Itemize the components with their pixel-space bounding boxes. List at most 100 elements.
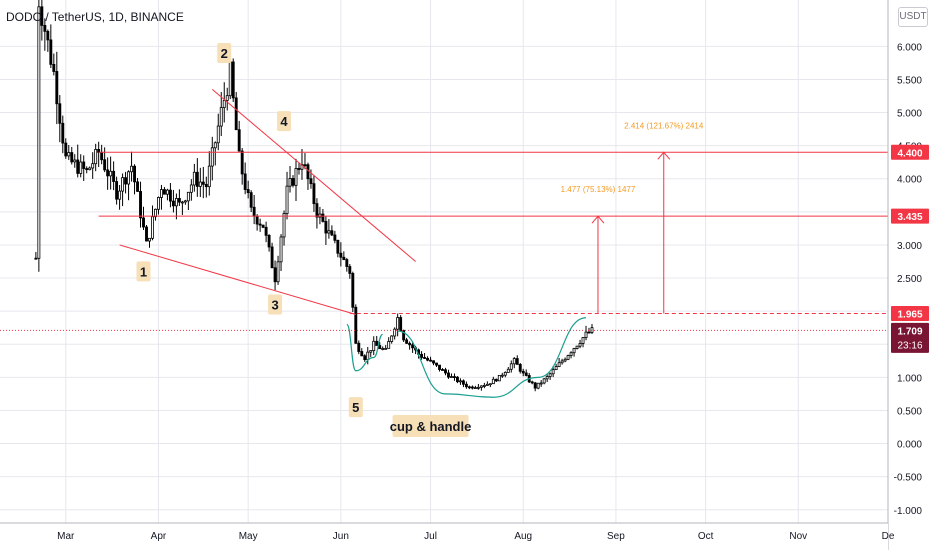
candle: [237, 129, 241, 152]
price-tick-label: 5.000: [897, 109, 922, 120]
candle: [450, 376, 453, 378]
candle: [539, 382, 543, 385]
candle: [333, 234, 337, 241]
candle: [548, 373, 552, 377]
candle: [160, 189, 163, 198]
candle: [231, 61, 235, 99]
candle: [512, 358, 516, 365]
candle: [315, 203, 319, 218]
candle: [387, 341, 391, 349]
candle: [554, 366, 558, 371]
candle: [336, 239, 340, 254]
candle: [243, 173, 247, 190]
candle: [432, 360, 435, 364]
currency-button[interactable]: USDT: [898, 7, 928, 27]
candle: [127, 171, 131, 185]
candle: [267, 234, 271, 248]
candle: [420, 353, 424, 358]
price-tick-label: 5.500: [897, 75, 922, 86]
level-price-label: 4.400: [897, 148, 922, 159]
candle: [252, 206, 256, 217]
candle: [240, 150, 244, 175]
candle: [213, 142, 217, 149]
symbol-title: DODO / TetherUS, 1D, BINANCE: [6, 10, 184, 24]
wave-label-box: [268, 294, 283, 315]
price-tick-label: -1.000: [894, 506, 923, 517]
candle: [61, 122, 65, 144]
candle: [327, 230, 331, 234]
candle: [464, 383, 468, 388]
candle: [470, 386, 474, 389]
candle: [488, 383, 492, 386]
candle: [183, 200, 187, 203]
candle: [330, 230, 334, 236]
candles-group: [34, 0, 594, 392]
candle: [198, 181, 202, 187]
candle: [58, 103, 62, 124]
candle: [103, 159, 107, 171]
candle: [560, 360, 564, 364]
candle: [482, 385, 486, 387]
time-tick-label: Sep: [607, 531, 625, 542]
level-price-label: 3.435: [897, 212, 922, 223]
candle: [43, 25, 47, 32]
candle: [494, 378, 498, 382]
wave-label: 4: [280, 114, 288, 129]
price-axis-panel: [888, 0, 932, 550]
candle: [204, 183, 208, 188]
wave-label-box: [136, 261, 151, 282]
candle: [258, 223, 262, 226]
candle: [201, 181, 205, 185]
time-tick-label: Jun: [333, 531, 349, 542]
candle: [189, 184, 193, 193]
fib-extension-label: 2.414 (121.67%) 2414: [624, 121, 704, 130]
candle: [366, 351, 370, 361]
candle: [168, 189, 172, 202]
pattern-label-box: [392, 415, 469, 438]
candle: [282, 213, 286, 238]
candle: [453, 376, 456, 378]
trendline: [211, 88, 416, 262]
candle: [587, 331, 591, 334]
candle: [112, 170, 116, 182]
price-tick-label: 3.000: [897, 241, 922, 252]
candle: [521, 370, 525, 374]
candle: [130, 165, 134, 173]
candle: [91, 163, 95, 169]
candle: [82, 161, 86, 169]
candle: [270, 246, 274, 269]
candle: [479, 385, 483, 388]
candle: [530, 381, 534, 384]
candle: [378, 345, 382, 350]
candle: [473, 387, 477, 389]
price-tick-label: 0.000: [897, 440, 922, 451]
candle: [285, 185, 289, 215]
candle: [551, 369, 555, 375]
candle: [46, 30, 50, 41]
candle: [572, 348, 576, 354]
candle: [476, 386, 480, 389]
candle: [70, 152, 74, 163]
candle: [118, 190, 122, 200]
candle: [162, 189, 166, 195]
candle: [228, 61, 232, 97]
candle: [372, 340, 376, 351]
wave-label-box: [217, 42, 232, 63]
candle: [219, 107, 223, 127]
candle: [461, 380, 465, 385]
candle: [73, 159, 77, 163]
candle: [369, 350, 373, 353]
candle: [192, 171, 196, 186]
candle: [174, 198, 178, 207]
candle: [64, 142, 68, 157]
candle: [195, 171, 199, 187]
candle: [261, 224, 265, 228]
time-tick-label: Nov: [789, 531, 807, 542]
candle: [423, 357, 427, 359]
candle: [109, 170, 113, 177]
candle: [133, 165, 136, 183]
candle: [342, 256, 346, 260]
candle: [524, 372, 528, 376]
